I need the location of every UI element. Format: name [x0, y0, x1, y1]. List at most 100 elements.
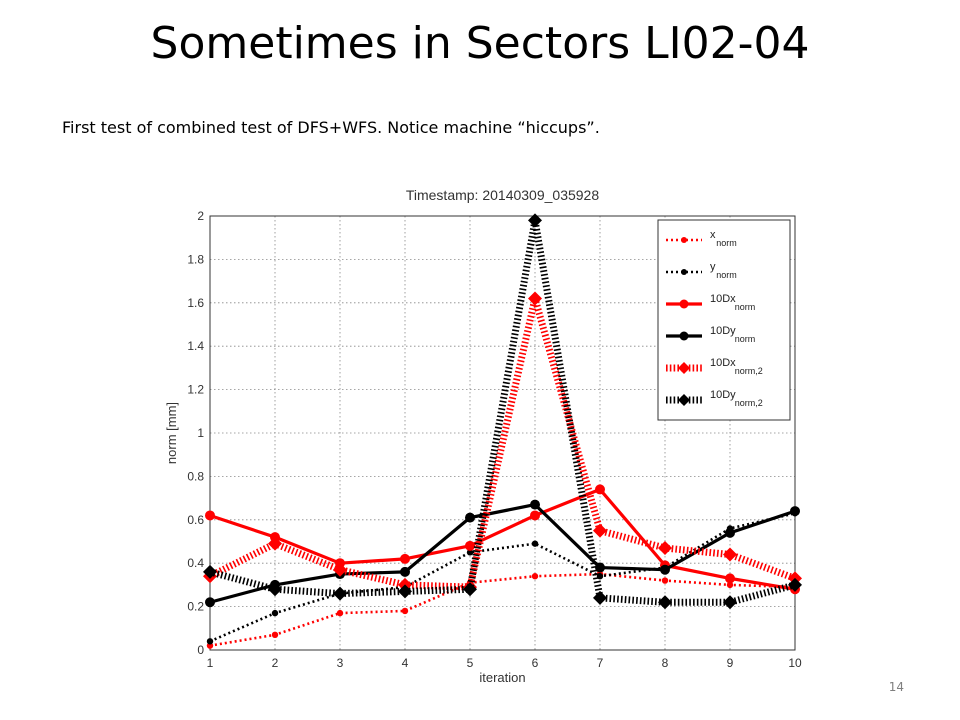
- legend-marker: [679, 331, 689, 341]
- data-point: [401, 607, 409, 615]
- data-point: [595, 484, 605, 495]
- data-point: [530, 510, 540, 521]
- data-point: [206, 638, 214, 645]
- data-point: [466, 549, 474, 556]
- legend-marker: [681, 237, 687, 243]
- data-point: [400, 553, 410, 564]
- y-tick-label: 1.8: [187, 252, 204, 266]
- chart-title: Timestamp: 20140309_035928: [406, 187, 600, 203]
- legend-label-subscript: norm: [716, 238, 737, 248]
- data-point: [725, 573, 735, 584]
- data-point: [398, 584, 412, 599]
- y-tick-label: 0.4: [187, 556, 204, 570]
- data-point: [531, 540, 539, 547]
- data-point: [336, 609, 344, 617]
- legend-label-subscript: norm: [735, 302, 756, 312]
- legend-box: [657, 219, 791, 421]
- legend-label-subscript: norm,2: [735, 366, 763, 376]
- x-axis-label: iteration: [479, 670, 525, 685]
- data-point: [205, 597, 215, 608]
- slide-title: Sometimes in Sectors LI02-04: [150, 18, 810, 69]
- legend-label: 10Dx: [710, 293, 736, 305]
- x-tick-label: 4: [402, 656, 409, 670]
- data-point: [333, 586, 347, 601]
- data-point: [271, 609, 279, 617]
- y-tick-label: 0.8: [187, 469, 204, 483]
- series-line: [209, 216, 796, 606]
- data-point: [268, 582, 282, 597]
- data-point: [658, 541, 672, 556]
- data-point: [463, 582, 477, 597]
- data-point: [531, 573, 539, 580]
- legend-label: y: [710, 261, 716, 273]
- chart-axes: 1 2 3 4 5 6 7 8 9 10 0 0.2 0.4 0.6 0.8 1 1.2 1.4 1.6 1.8 2: [187, 209, 802, 670]
- chart-series: [203, 213, 802, 649]
- x-tick-label: 7: [597, 656, 604, 670]
- data-point: [723, 595, 737, 610]
- data-point: [271, 631, 279, 639]
- series-line: [209, 512, 796, 643]
- legend-label: x: [710, 229, 716, 241]
- data-point: [725, 527, 735, 538]
- x-tick-label: 2: [272, 656, 279, 670]
- data-point: [593, 590, 607, 605]
- series-line: [209, 487, 796, 591]
- slide-subtitle: First test of combined test of DFS+WFS. …: [62, 118, 600, 137]
- y-tick-label: 2: [197, 209, 204, 223]
- data-point: [333, 562, 347, 577]
- data-point: [593, 523, 607, 538]
- chart-legend: xnormynorm10Dxnorm10Dynorm10Dxnorm,210Dy…: [657, 219, 791, 421]
- legend-label: 10Dy: [710, 325, 736, 337]
- data-point: [528, 291, 542, 306]
- data-point: [723, 547, 737, 562]
- legend-label-subscript: norm: [735, 334, 756, 344]
- y-tick-label: 0.6: [187, 513, 204, 527]
- y-tick-label: 0: [197, 643, 204, 657]
- data-point: [788, 577, 802, 592]
- chart: Timestamp: 20140309_035928 1 2 3 4 5 6 7 8 9 10 0 0…: [164, 187, 802, 685]
- legend-marker: [681, 269, 687, 275]
- data-point: [465, 512, 475, 523]
- x-tick-label: 8: [662, 656, 669, 670]
- x-tick-label: 5: [467, 656, 474, 670]
- x-tick-label: 9: [727, 656, 734, 670]
- y-tick-label: 1: [197, 426, 204, 440]
- x-tick-label: 1: [207, 656, 214, 670]
- series-line: [209, 572, 796, 647]
- y-tick-label: 1.4: [187, 339, 204, 353]
- legend-marker: [679, 299, 689, 309]
- data-point: [661, 577, 669, 584]
- legend-marker: [678, 394, 690, 406]
- data-point: [790, 506, 800, 517]
- data-point: [465, 540, 475, 551]
- data-point: [268, 536, 282, 551]
- x-tick-label: 10: [788, 656, 802, 670]
- series-5: [203, 213, 802, 610]
- data-point: [726, 581, 734, 589]
- plot-frame: [209, 215, 796, 651]
- data-point: [530, 499, 540, 510]
- data-point: [658, 595, 672, 610]
- legend-label: 10Dy: [710, 389, 736, 401]
- data-point: [528, 213, 542, 228]
- legend-label-subscript: norm,2: [735, 398, 763, 408]
- page-number: 14: [888, 680, 904, 694]
- data-point: [400, 566, 410, 577]
- legend-label: 10Dx: [710, 357, 736, 369]
- y-tick-label: 0.2: [187, 600, 204, 614]
- data-point: [205, 510, 215, 521]
- legend-marker: [678, 362, 690, 374]
- y-tick-label: 1.2: [187, 383, 204, 397]
- x-tick-label: 6: [532, 656, 539, 670]
- series-line: [209, 503, 796, 604]
- x-tick-label: 3: [337, 656, 344, 670]
- data-point: [660, 564, 670, 575]
- series-line: [208, 294, 797, 591]
- y-tick-label: 1.6: [187, 296, 204, 310]
- legend-label-subscript: norm: [716, 270, 737, 280]
